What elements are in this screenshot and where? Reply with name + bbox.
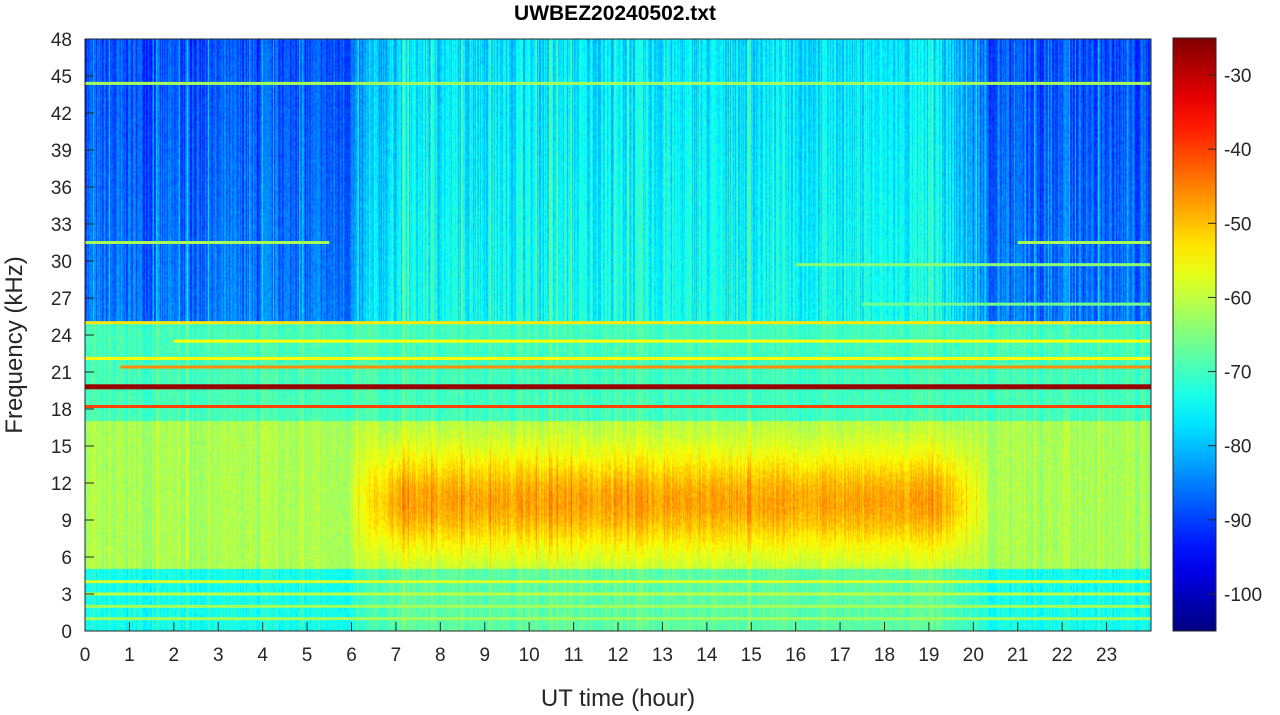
colorbar-tick-label: -40 — [1224, 140, 1251, 161]
y-tick-label: 9 — [61, 511, 72, 532]
x-tick-label: 23 — [1096, 645, 1117, 666]
y-tick-label: 18 — [51, 400, 72, 421]
x-tick-label: 20 — [963, 645, 984, 666]
transmitter-line-1 — [85, 405, 1151, 409]
transmitter-line-8 — [85, 604, 1151, 608]
transmitter-line-0 — [85, 384, 1151, 390]
colorbar-gradient — [1172, 37, 1217, 632]
spectrogram-heatmap — [85, 39, 1152, 631]
y-axis-label: Frequency (kHz) — [1, 256, 28, 433]
x-tick-label: 1 — [124, 645, 135, 666]
x-tick-label: 4 — [257, 645, 268, 666]
y-tick-label: 45 — [51, 67, 72, 88]
y-tick-label: 24 — [51, 326, 73, 347]
x-tick-label: 19 — [918, 645, 939, 666]
y-tick-label: 27 — [51, 289, 72, 310]
y-tick-label: 3 — [61, 585, 72, 606]
x-tick-label: 14 — [696, 645, 718, 666]
x-tick-label: 3 — [213, 645, 224, 666]
x-tick-label: 11 — [564, 645, 584, 666]
transmitter-line-5 — [85, 321, 1151, 325]
y-tick-label: 42 — [51, 104, 72, 125]
y-tick-label: 0 — [61, 622, 72, 643]
x-tick-label: 9 — [479, 645, 490, 666]
y-tick-label: 48 — [51, 30, 72, 51]
colorbar-tick-label: -30 — [1224, 66, 1251, 87]
x-tick-label: 8 — [435, 645, 446, 666]
transmitter-line-10 — [85, 81, 1151, 85]
transmitter-line-6 — [85, 580, 1151, 584]
x-tick-label: 2 — [169, 645, 180, 666]
transmitter-line-2 — [120, 365, 1152, 369]
transmitter-line-13 — [795, 263, 1151, 267]
x-tick-label: 15 — [741, 645, 762, 666]
colorbar: -30 -40 -50 -60 -70 -80 -90 -100 — [1172, 37, 1262, 632]
transmitter-line-11 — [85, 241, 330, 244]
spectrogram-background — [85, 39, 1151, 631]
x-tick-label: 16 — [785, 645, 806, 666]
x-tick-label: 5 — [302, 645, 313, 666]
colorbar-tick-label: -70 — [1224, 363, 1251, 384]
y-tick-label: 30 — [51, 252, 72, 273]
y-tick-label: 36 — [51, 178, 72, 199]
chart-title: UWBEZ20240502.txt — [514, 2, 716, 25]
transmitter-line-14 — [862, 302, 1151, 306]
x-tick-label: 13 — [652, 645, 673, 666]
y-tick-label: 15 — [51, 437, 72, 458]
x-tick-label: 22 — [1052, 645, 1073, 666]
x-tick-label: 17 — [830, 645, 851, 666]
y-tick-label: 6 — [61, 548, 72, 569]
x-tick-label: 7 — [391, 645, 402, 666]
transmitter-line-9 — [85, 617, 1151, 621]
y-tick-label: 12 — [51, 474, 72, 495]
x-tick-label: 0 — [80, 645, 91, 666]
x-tick-label: 21 — [1007, 645, 1028, 666]
x-tick-label: 12 — [607, 645, 628, 666]
colorbar-tick-label: -90 — [1224, 511, 1251, 532]
x-tick-label: 6 — [346, 645, 357, 666]
transmitter-line-4 — [173, 339, 1152, 343]
x-tick-label: 18 — [874, 645, 895, 666]
y-tick-label: 21 — [51, 363, 72, 384]
transmitter-line-12 — [1017, 241, 1151, 244]
transmitter-line-7 — [85, 592, 1151, 596]
y-tick-label: 39 — [51, 141, 72, 162]
colorbar-tick-label: -60 — [1224, 288, 1251, 309]
x-tick-label: 10 — [519, 645, 540, 666]
x-axis-ticks: 0 1 2 3 4 5 6 7 8 9 10 11 12 13 14 15 16 17 18 19 20 21 22 23 — [80, 622, 1117, 666]
transmitter-line-3 — [85, 356, 1151, 360]
colorbar-tick-label: -50 — [1224, 214, 1251, 235]
colorbar-tick-label: -100 — [1224, 585, 1262, 606]
y-tick-label: 33 — [51, 215, 72, 236]
x-axis-label: UT time (hour) — [541, 685, 695, 712]
colorbar-tick-label: -80 — [1224, 437, 1251, 458]
